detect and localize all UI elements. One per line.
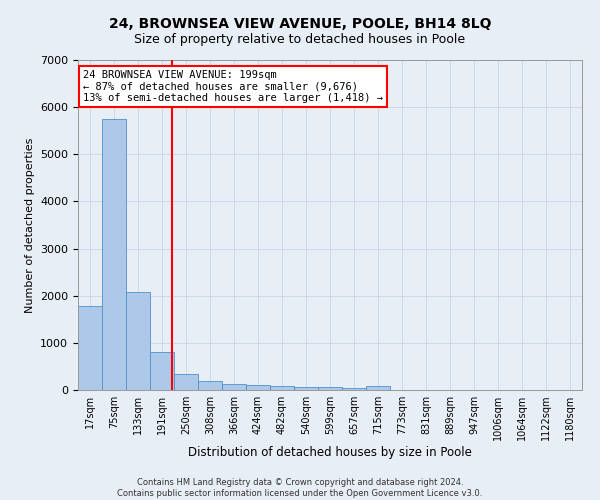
Y-axis label: Number of detached properties: Number of detached properties [25,138,35,312]
Bar [78,306,102,390]
Bar [222,384,246,390]
Bar [198,380,222,390]
Text: Size of property relative to detached houses in Poole: Size of property relative to detached ho… [134,32,466,46]
Bar [342,388,366,390]
Text: 24, BROWNSEA VIEW AVENUE, POOLE, BH14 8LQ: 24, BROWNSEA VIEW AVENUE, POOLE, BH14 8L… [109,18,491,32]
Bar [318,388,342,390]
Bar [294,387,318,390]
Bar [174,374,198,390]
Bar [246,386,270,390]
Bar [366,386,390,390]
Bar [102,119,126,390]
Text: Contains HM Land Registry data © Crown copyright and database right 2024.
Contai: Contains HM Land Registry data © Crown c… [118,478,482,498]
Bar [150,352,174,390]
X-axis label: Distribution of detached houses by size in Poole: Distribution of detached houses by size … [188,446,472,459]
Bar [126,292,150,390]
Bar [270,386,294,390]
Text: 24 BROWNSEA VIEW AVENUE: 199sqm
← 87% of detached houses are smaller (9,676)
13%: 24 BROWNSEA VIEW AVENUE: 199sqm ← 87% of… [83,70,383,103]
